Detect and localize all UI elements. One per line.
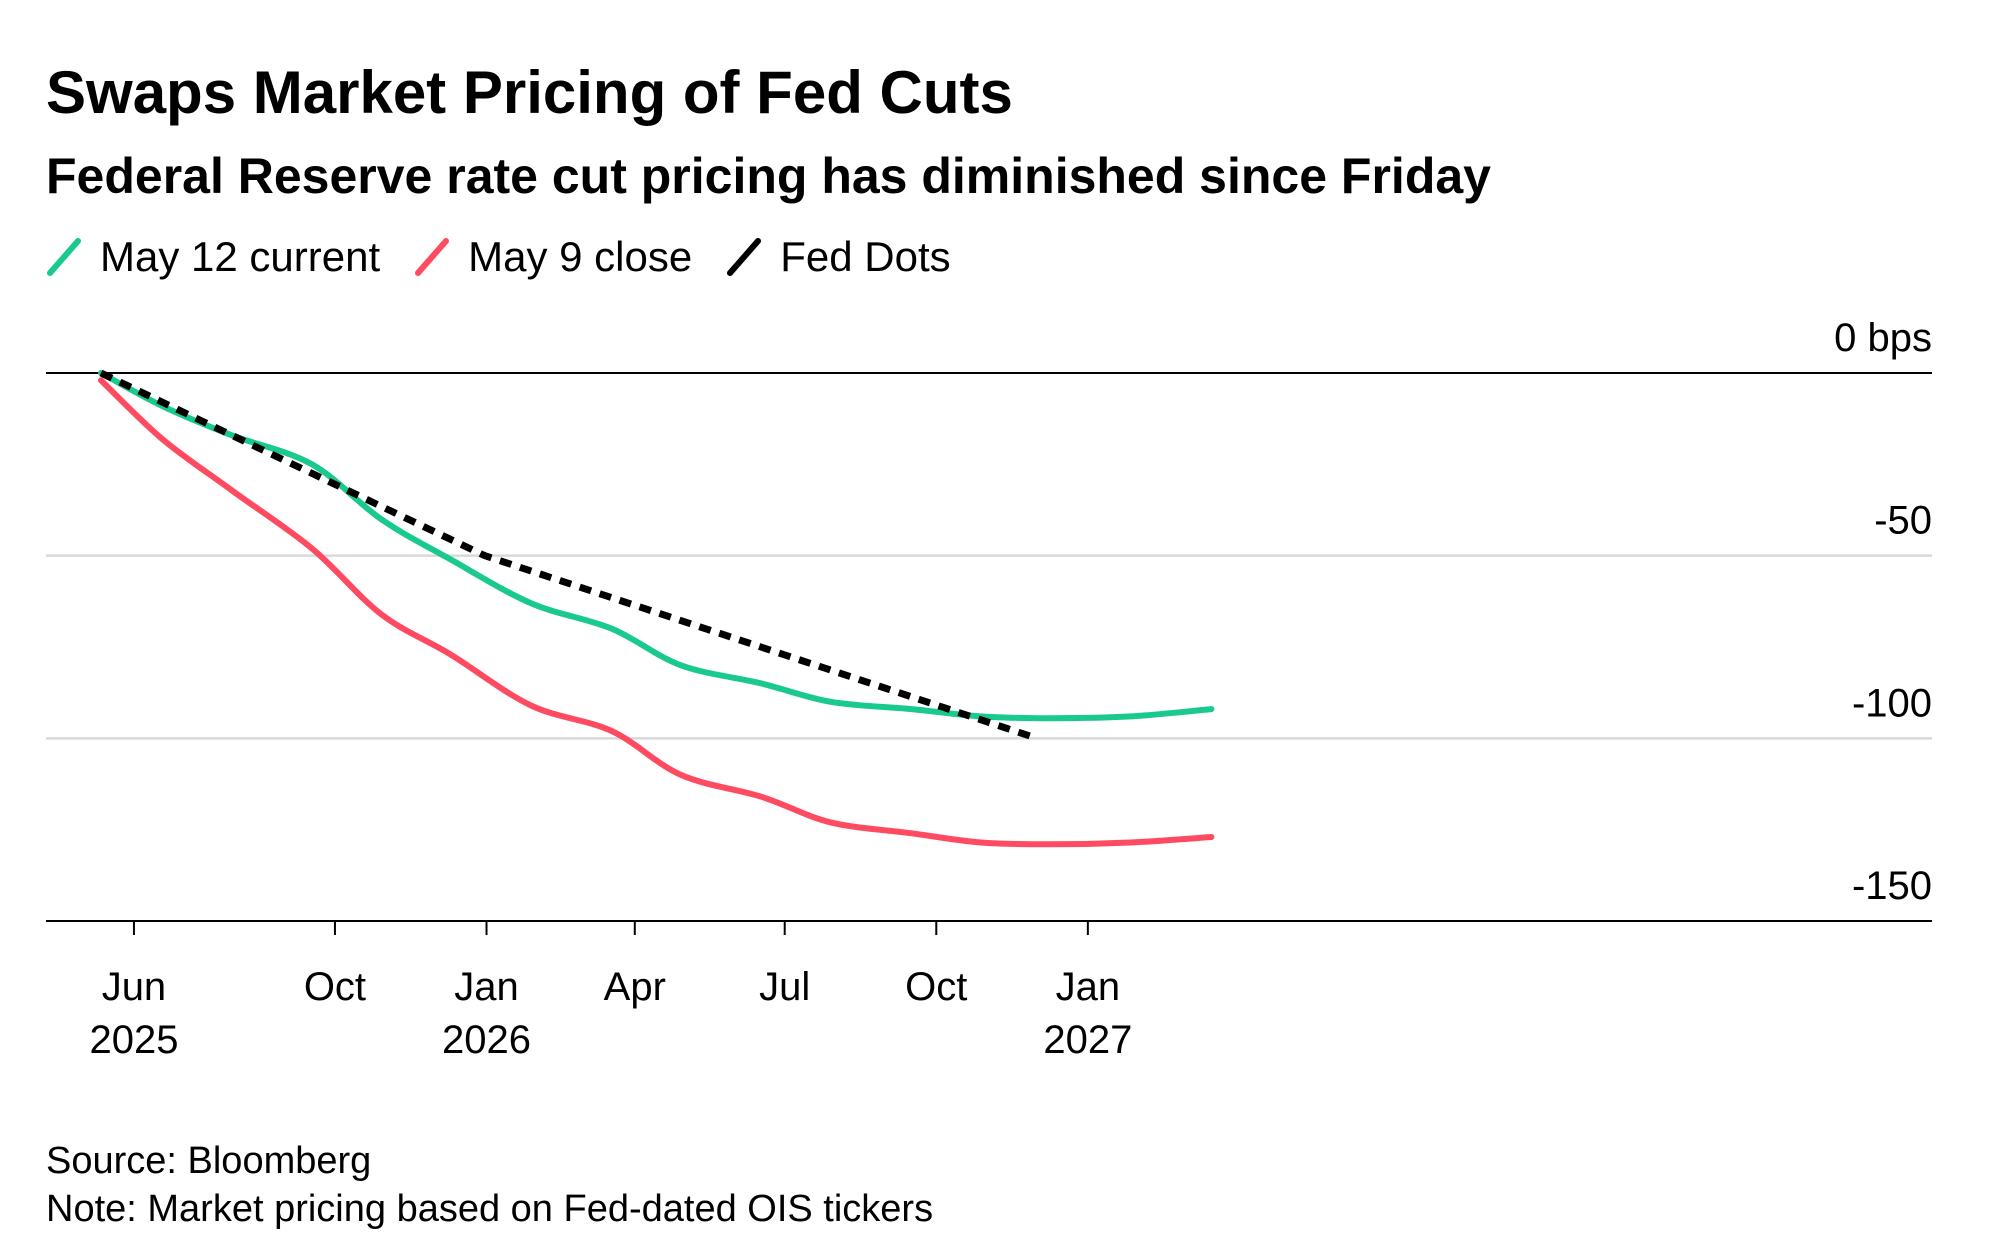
chart-title: Swaps Market Pricing of Fed Cuts (46, 59, 1013, 126)
series-lines (98, 369, 1215, 848)
y-tick-label: 0 bps (1834, 316, 1932, 360)
legend-label: May 12 current (100, 233, 381, 280)
series-line-may-9-close (98, 377, 1215, 848)
legend-swatch (47, 238, 81, 276)
x-tick-label: Oct (905, 965, 967, 1009)
legend-swatch (727, 238, 762, 276)
grid-lines (46, 372, 1932, 740)
axes (46, 920, 1932, 935)
chart-subtitle: Federal Reserve rate cut pricing has dim… (46, 148, 1491, 204)
chart-legend: May 12 current May 9 close Fed Dots (46, 232, 985, 282)
x-tick-label: Oct (304, 965, 366, 1009)
x-tick-label: Jan (1056, 965, 1121, 1009)
legend-item: Fed Dots (726, 233, 951, 281)
legend-item: May 12 current (46, 233, 380, 281)
tick-labels: 0 bps -50 -100 -150 Jun 2025 Oct Jan 2026 Apr Jul O… (89, 316, 1932, 1062)
y-tick-label: -100 (1852, 681, 1932, 725)
methodology-note: Note: Market pricing based on Fed-dated … (46, 1188, 934, 1230)
x-tick-label: Jan (454, 965, 519, 1009)
legend-label: May 9 close (468, 233, 693, 280)
legend-item: May 9 close (414, 233, 692, 281)
x-tick-label: Jun (102, 965, 167, 1009)
series-line-fed-dots (99, 369, 1038, 742)
source-note: Source: Bloomberg (46, 1140, 372, 1182)
x-tick-year-label: 2025 (89, 1018, 178, 1062)
series-line-may-12-current (98, 370, 1215, 722)
x-tick-label: Apr (604, 965, 666, 1009)
legend-swatch (415, 238, 450, 276)
y-tick-label: -150 (1852, 864, 1932, 908)
x-tick-year-label: 2027 (1043, 1018, 1132, 1062)
legend-label: Fed Dots (780, 233, 951, 280)
x-tick-label: Jul (759, 965, 810, 1009)
y-tick-label: -50 (1874, 499, 1932, 543)
x-tick-year-label: 2026 (442, 1018, 531, 1062)
